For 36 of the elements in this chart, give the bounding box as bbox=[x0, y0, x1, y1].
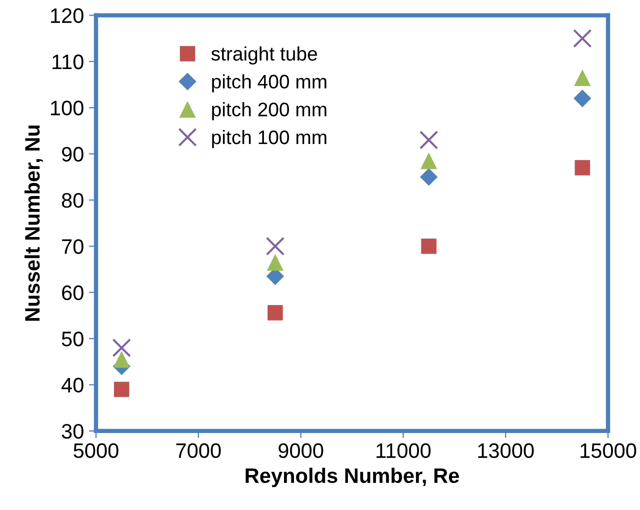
point bbox=[113, 351, 130, 368]
point bbox=[574, 160, 590, 176]
x-tick-label: 9000 bbox=[278, 443, 324, 458]
point bbox=[419, 130, 438, 150]
x-tick-label: 7000 bbox=[176, 443, 221, 458]
legend-label: straight tube bbox=[211, 46, 317, 65]
point bbox=[574, 69, 591, 86]
legend-label: pitch 400 mm bbox=[212, 74, 326, 92]
y-tick-label: 50 bbox=[62, 332, 84, 346]
point bbox=[114, 382, 130, 398]
point bbox=[574, 90, 592, 108]
y-tick-label: 100 bbox=[51, 100, 84, 116]
y-tick-label: 90 bbox=[62, 146, 84, 162]
y-tick-label: 60 bbox=[62, 285, 84, 300]
x-tick-label: 15000 bbox=[580, 443, 636, 458]
point bbox=[420, 152, 438, 170]
y-tick-label: 30 bbox=[62, 424, 84, 439]
point bbox=[112, 338, 131, 358]
point bbox=[266, 236, 285, 256]
x-tick-label: 5000 bbox=[74, 443, 118, 458]
y-axis-title: Nusselt Number, Nu bbox=[24, 126, 43, 321]
point bbox=[268, 305, 283, 320]
point bbox=[573, 29, 592, 48]
y-tick-label: 120 bbox=[51, 8, 84, 24]
x-tick-label: 13000 bbox=[478, 443, 534, 458]
point bbox=[421, 238, 436, 254]
legend-label: pitch 200 mm bbox=[212, 102, 326, 120]
point bbox=[266, 254, 284, 271]
y-tick-label: 40 bbox=[62, 378, 84, 393]
x-tick-label: 11000 bbox=[376, 443, 431, 458]
y-tick-label: 70 bbox=[62, 239, 84, 254]
y-tick-label: 80 bbox=[62, 193, 84, 208]
legend-label: pitch 100 mm bbox=[212, 130, 326, 148]
point bbox=[420, 168, 438, 186]
y-tick-label: 110 bbox=[52, 54, 84, 70]
x-axis-title: Reynolds Number, Re bbox=[246, 468, 459, 488]
